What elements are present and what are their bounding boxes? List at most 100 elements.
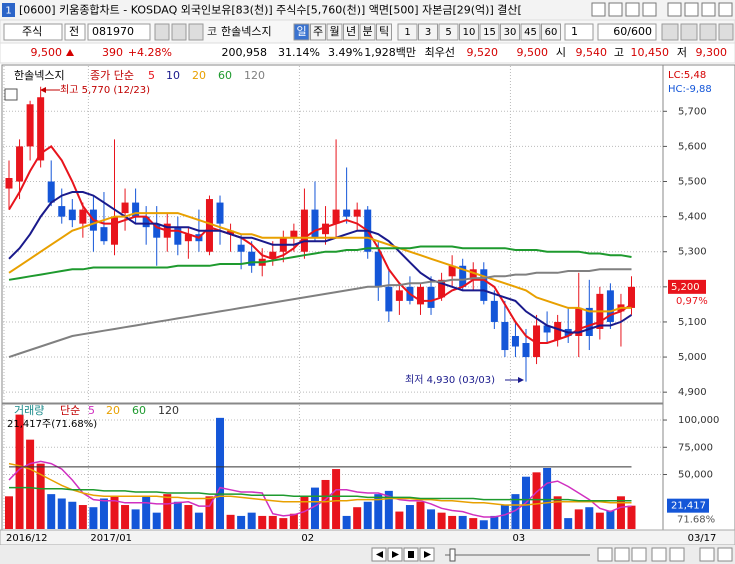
candle-body — [533, 325, 541, 358]
tool-button[interactable] — [680, 23, 698, 41]
interval-button[interactable] — [418, 23, 438, 41]
interval-button[interactable] — [397, 23, 418, 41]
volume-ma-line — [8, 460, 632, 518]
playback-controls[interactable] — [371, 547, 733, 562]
sound-button[interactable] — [171, 23, 187, 41]
interval-label: 30 — [504, 27, 517, 38]
window-number: 1 — [5, 6, 11, 17]
volume-bar — [247, 512, 256, 529]
volume-bar — [216, 417, 225, 529]
interval-input-box[interactable] — [564, 23, 594, 41]
volume-ma-line — [9, 486, 632, 502]
calendar-icon[interactable] — [4, 88, 18, 101]
volume-bar — [121, 505, 130, 529]
candle-body — [438, 279, 446, 298]
legend-entry: 120 — [244, 69, 265, 82]
x-tick-label: 2017/01 — [90, 533, 132, 544]
tool-button[interactable] — [718, 23, 734, 41]
interval-input: 1 — [571, 25, 578, 38]
up-arrow — [66, 49, 74, 56]
lc-label: LC:5,48 — [668, 70, 706, 81]
volume-bar — [405, 505, 414, 529]
volume-bar — [585, 507, 594, 529]
prev-next-button[interactable] — [188, 23, 204, 41]
y-tick-label: 5,000 — [678, 352, 707, 363]
volume-bar — [131, 509, 140, 529]
market-tag: 코 — [207, 25, 217, 38]
period-button[interactable] — [359, 23, 376, 41]
volume-box-label: 21,417 — [671, 501, 706, 512]
period-button[interactable] — [293, 23, 310, 41]
exchange-select[interactable] — [64, 23, 86, 41]
period-button[interactable] — [310, 23, 326, 41]
interval-label: 45 — [524, 27, 537, 38]
market-select[interactable] — [3, 23, 63, 41]
legend-entry: 5 — [148, 69, 155, 82]
volume-bar — [194, 512, 203, 529]
search-button[interactable] — [154, 23, 170, 41]
candle-body — [628, 286, 635, 308]
window-icon — [2, 3, 15, 17]
code-input[interactable] — [87, 23, 151, 41]
period-label: 분 — [362, 25, 372, 38]
interval-label: 10 — [463, 27, 476, 38]
volume-bar — [490, 515, 499, 529]
candle-body — [332, 209, 340, 224]
candle-body — [543, 325, 551, 333]
tool-button[interactable] — [661, 23, 679, 41]
volume-bar — [173, 501, 182, 529]
candle-body — [237, 244, 245, 252]
y-tick-label: 50,000 — [678, 470, 713, 481]
interval-button[interactable] — [438, 23, 459, 41]
chart-name: 한솔넥스지 — [14, 69, 65, 82]
quote-item: 고 — [614, 46, 624, 59]
volume-bar — [289, 513, 298, 529]
period-button[interactable] — [376, 23, 392, 41]
candle-body — [248, 251, 256, 266]
candle-body — [427, 286, 435, 308]
volume-summary: 21,417주(71.68%) — [7, 419, 97, 430]
quote-item: 9,500 — [517, 46, 549, 59]
volume-bar — [437, 512, 446, 529]
interval-button[interactable] — [459, 23, 479, 41]
candle-body — [343, 209, 351, 217]
candle-body — [300, 209, 308, 252]
volume-bar — [78, 505, 87, 529]
volume-bar — [363, 501, 372, 529]
candle-body — [216, 202, 224, 224]
legend-entry: 5 — [88, 404, 95, 417]
interval-button[interactable] — [541, 23, 561, 41]
window-buttons[interactable] — [591, 2, 733, 17]
legend-entry: 60 — [218, 69, 232, 82]
volume-title: 거래량 — [14, 404, 44, 417]
interval-button[interactable] — [479, 23, 500, 41]
volume-bar — [205, 496, 214, 529]
candle-body — [16, 146, 24, 182]
hc-label: HC:-9,88 — [668, 84, 712, 95]
candle-body — [311, 209, 319, 238]
interval-button[interactable] — [500, 23, 520, 41]
interval-button[interactable] — [520, 23, 541, 41]
candle-body — [395, 290, 403, 301]
candle-body — [5, 178, 13, 189]
period-button[interactable] — [326, 23, 343, 41]
legend-entry: 10 — [166, 69, 180, 82]
legend-entry: 20 — [192, 69, 206, 82]
volume-bar — [142, 496, 151, 529]
quote-item: 시 — [556, 46, 566, 59]
period-button[interactable] — [343, 23, 359, 41]
volume-bar — [5, 496, 13, 529]
axis-panel — [662, 64, 735, 531]
price-box — [668, 279, 706, 294]
candle-body — [322, 223, 330, 235]
volume-ma-line — [8, 462, 632, 506]
tool-button[interactable] — [699, 23, 717, 41]
volume-bar — [237, 515, 246, 529]
count-box[interactable] — [597, 23, 657, 41]
volume-bar — [553, 496, 562, 529]
volume-bar — [500, 505, 509, 529]
candle-body — [79, 209, 87, 224]
change-label: 0,97% — [676, 296, 708, 307]
legend-entry: 20 — [106, 404, 120, 417]
volume-bar — [152, 512, 161, 529]
